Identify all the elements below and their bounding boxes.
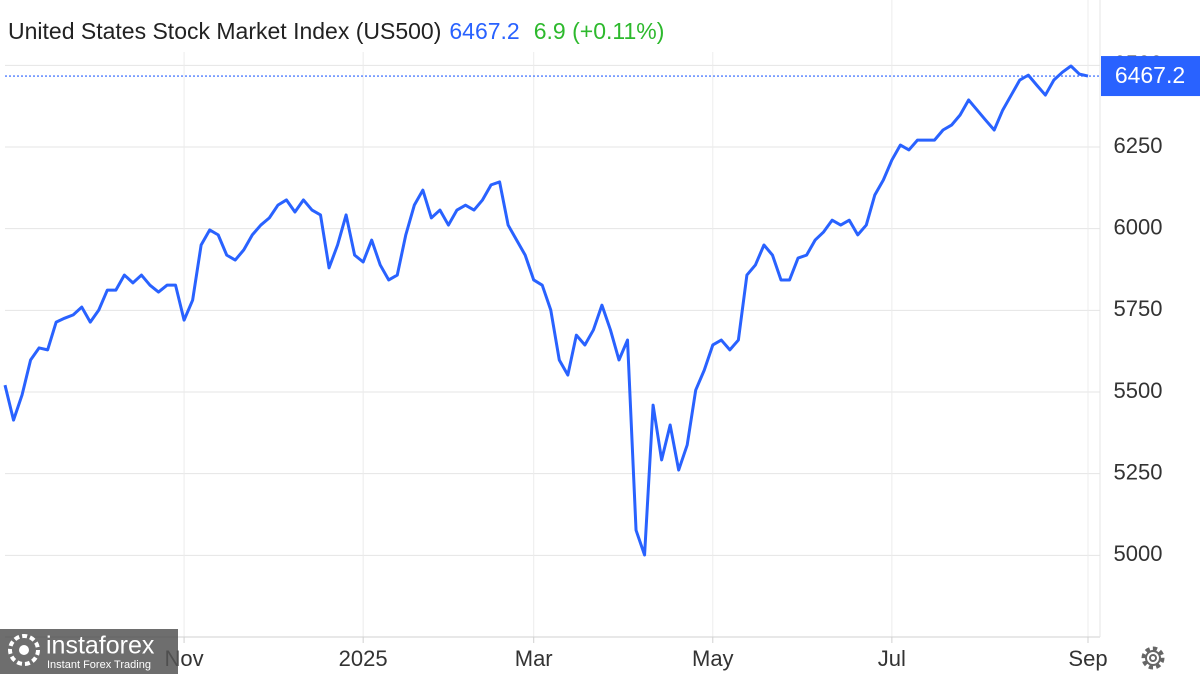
watermark-logo bbox=[8, 634, 40, 666]
watermark: instaforex Instant Forex Trading bbox=[0, 629, 178, 674]
x-tick-label: 2025 bbox=[339, 646, 388, 671]
x-tick-label: Sep bbox=[1068, 646, 1107, 671]
last-price-box bbox=[1101, 56, 1200, 97]
x-tick-label: Jul bbox=[878, 646, 906, 671]
last-price: 6467.2 bbox=[449, 18, 519, 44]
plot bbox=[3, 64, 1089, 557]
chart-title: United States Stock Market Index (US500) bbox=[8, 18, 441, 44]
watermark-logo-center bbox=[19, 645, 29, 655]
y-tick-label: 5500 bbox=[1114, 378, 1163, 403]
price-change: 6.9 (+0.11%) bbox=[534, 18, 665, 44]
gear-hole bbox=[1149, 654, 1157, 662]
x-tick-label: May bbox=[692, 646, 734, 671]
watermark-box bbox=[0, 629, 178, 674]
price-tag: 6467.2 bbox=[5, 56, 1200, 97]
y-tick-label: 5000 bbox=[1114, 541, 1163, 566]
y-tick-label: 6000 bbox=[1114, 214, 1163, 239]
watermark-tagline: Instant Forex Trading bbox=[47, 659, 151, 671]
title-backdrop bbox=[0, 0, 730, 52]
settings-icon[interactable] bbox=[1141, 646, 1165, 670]
y-tick-label: 5250 bbox=[1114, 459, 1163, 484]
price-line bbox=[3, 64, 1089, 557]
watermark-brand: instaforex bbox=[46, 632, 155, 660]
y-tick-label: 5750 bbox=[1114, 296, 1163, 321]
last-price-label: 6467.2 bbox=[1115, 62, 1185, 88]
gear-teeth bbox=[1141, 646, 1165, 670]
x-tick-label: Mar bbox=[515, 646, 553, 671]
y-tick-label: 6250 bbox=[1114, 133, 1163, 158]
gear-ring bbox=[1145, 650, 1161, 666]
grid: 5000525055005750600062506500Nov2025MarMa… bbox=[5, 0, 1162, 671]
